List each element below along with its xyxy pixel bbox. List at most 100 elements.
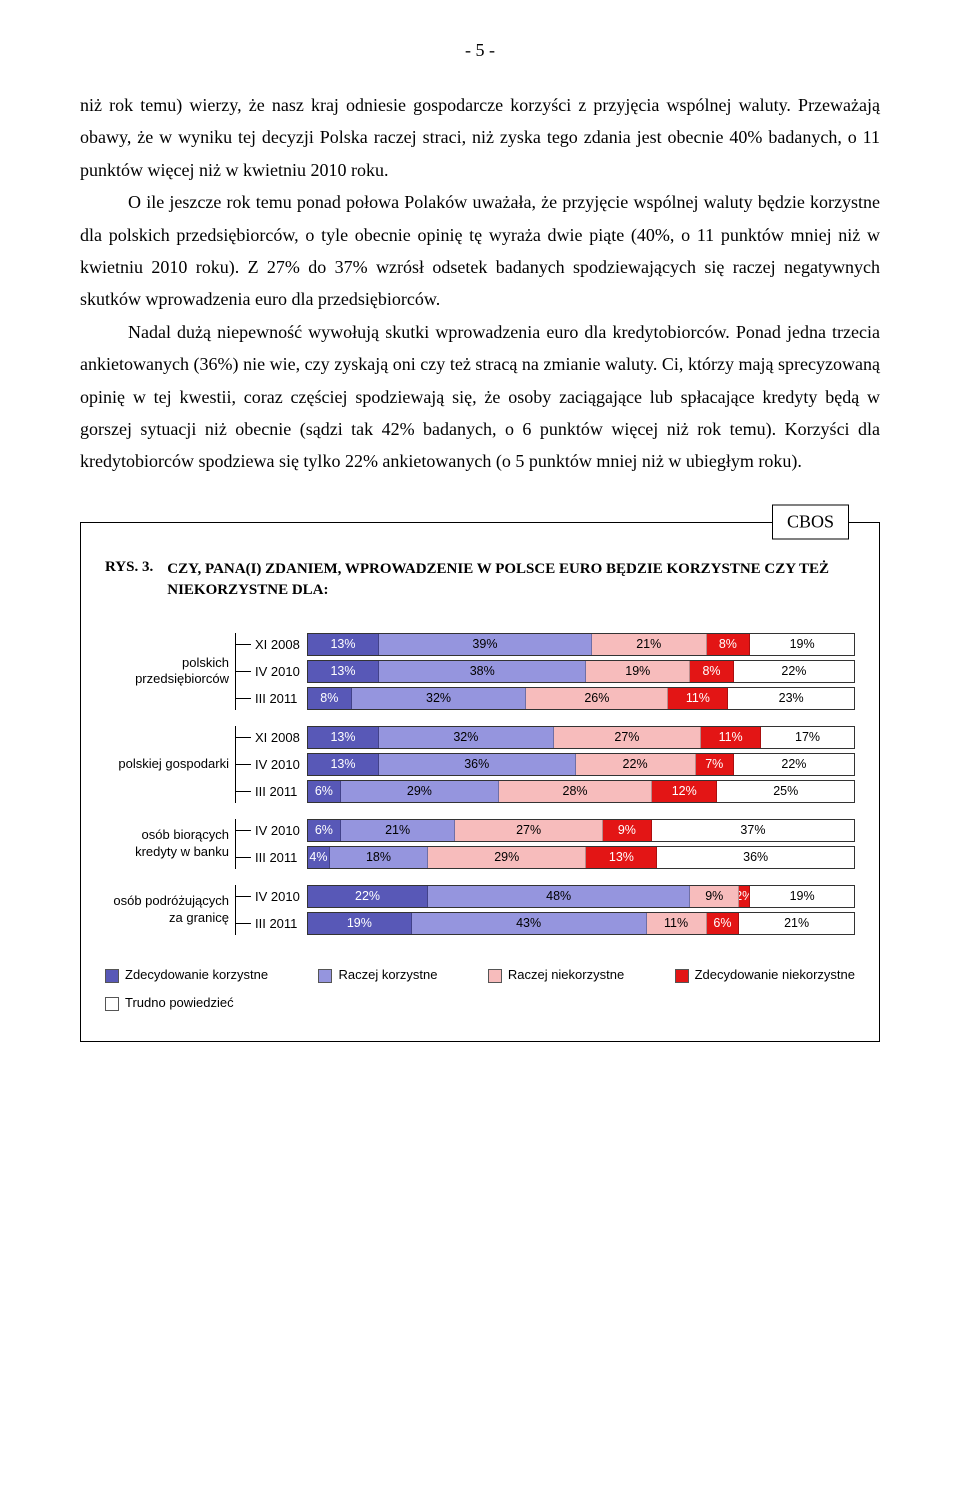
stacked-bar: 13%39%21%8%19% bbox=[307, 633, 855, 656]
bar-segment: 32% bbox=[379, 727, 554, 748]
bar-segment: 27% bbox=[455, 820, 602, 841]
bar-segment: 36% bbox=[379, 754, 576, 775]
row-connector bbox=[235, 753, 251, 776]
chart-group: polskiej gospodarkiXI 200813%32%27%11%17… bbox=[105, 722, 855, 807]
bar-segment: 11% bbox=[668, 688, 728, 709]
legend-label-rk: Raczej korzystne bbox=[338, 967, 437, 983]
chart-container: CBOS RYS. 3. CZY, PANA(I) ZDANIEM, WPROW… bbox=[80, 522, 880, 1043]
bar-segment: 21% bbox=[739, 913, 854, 934]
legend-item-zn: Zdecydowanie niekorzystne bbox=[675, 967, 855, 983]
wave-label: III 2011 bbox=[251, 691, 307, 706]
chart-group-rows: XI 200813%39%21%8%19% IV 201013%38%19%8%2… bbox=[235, 629, 855, 714]
bar-segment: 22% bbox=[734, 754, 854, 775]
bar-segment: 19% bbox=[586, 661, 690, 682]
legend-swatch-tp bbox=[105, 997, 119, 1011]
chart-group: polskich przedsiębiorcówXI 200813%39%21%… bbox=[105, 629, 855, 714]
bar-segment: 23% bbox=[728, 688, 854, 709]
chart-row: IV 201022%48%9%2%19% bbox=[235, 885, 855, 908]
paragraph-3: Nadal dużą niepewność wywołują skutki wp… bbox=[80, 316, 880, 478]
chart-group-label: osób podróżujących za granicę bbox=[105, 881, 235, 939]
legend-swatch-zk bbox=[105, 969, 119, 983]
legend-item-rk: Raczej korzystne bbox=[318, 967, 437, 983]
stacked-bar: 13%32%27%11%17% bbox=[307, 726, 855, 749]
wave-label: III 2011 bbox=[251, 916, 307, 931]
stacked-bar: 13%36%22%7%22% bbox=[307, 753, 855, 776]
row-connector bbox=[235, 660, 251, 683]
legend-item-rn: Raczej niekorzystne bbox=[488, 967, 624, 983]
wave-label: IV 2010 bbox=[251, 664, 307, 679]
wave-label: XI 2008 bbox=[251, 730, 307, 745]
bar-segment: 37% bbox=[652, 820, 854, 841]
bar-segment: 11% bbox=[701, 727, 761, 748]
chart-group-label: polskich przedsiębiorców bbox=[105, 629, 235, 714]
chart-row: XI 200813%32%27%11%17% bbox=[235, 726, 855, 749]
legend-label-zk: Zdecydowanie korzystne bbox=[125, 967, 268, 983]
bar-segment: 43% bbox=[412, 913, 647, 934]
wave-label: IV 2010 bbox=[251, 757, 307, 772]
bar-segment: 36% bbox=[657, 847, 854, 868]
bar-segment: 22% bbox=[576, 754, 696, 775]
stacked-bar: 22%48%9%2%19% bbox=[307, 885, 855, 908]
paragraph-2: O ile jeszcze rok temu ponad połowa Pola… bbox=[80, 186, 880, 316]
bar-segment: 8% bbox=[308, 688, 352, 709]
bar-segment: 7% bbox=[696, 754, 734, 775]
bar-segment: 6% bbox=[308, 820, 341, 841]
bar-segment: 39% bbox=[379, 634, 592, 655]
legend-label-zn: Zdecydowanie niekorzystne bbox=[695, 967, 855, 983]
bar-segment: 2% bbox=[739, 886, 750, 907]
chart-group-rows: IV 20106%21%27%9%37%III 20114%18%29%13%3… bbox=[235, 815, 855, 873]
chart-row: IV 201013%36%22%7%22% bbox=[235, 753, 855, 776]
chart-group-label: polskiej gospodarki bbox=[105, 722, 235, 807]
body-text: niż rok temu) wierzy, że nasz kraj odnie… bbox=[80, 89, 880, 478]
bar-segment: 29% bbox=[428, 847, 586, 868]
row-connector bbox=[235, 846, 251, 869]
legend-label-tp: Trudno powiedzieć bbox=[125, 995, 234, 1011]
bar-segment: 9% bbox=[603, 820, 652, 841]
chart-legend: Zdecydowanie korzystne Raczej korzystne … bbox=[105, 967, 855, 1012]
chart-row: IV 201013%38%19%8%22% bbox=[235, 660, 855, 683]
bar-segment: 13% bbox=[308, 634, 379, 655]
bar-segment: 19% bbox=[308, 913, 412, 934]
legend-item-zk: Zdecydowanie korzystne bbox=[105, 967, 268, 983]
legend-swatch-zn bbox=[675, 969, 689, 983]
row-connector bbox=[235, 726, 251, 749]
legend-swatch-rn bbox=[488, 969, 502, 983]
row-connector bbox=[235, 819, 251, 842]
paragraph-1: niż rok temu) wierzy, że nasz kraj odnie… bbox=[80, 89, 880, 186]
stacked-bar: 19%43%11%6%21% bbox=[307, 912, 855, 935]
legend-swatch-rk bbox=[318, 969, 332, 983]
bar-segment: 28% bbox=[499, 781, 652, 802]
row-connector bbox=[235, 633, 251, 656]
stacked-bar: 13%38%19%8%22% bbox=[307, 660, 855, 683]
chart-group: osób podróżujących za granicęIV 201022%4… bbox=[105, 881, 855, 939]
chart-question: CZY, PANA(I) ZDANIEM, WPROWADZENIE W POL… bbox=[167, 559, 855, 601]
stacked-bar: 6%29%28%12%25% bbox=[307, 780, 855, 803]
row-connector bbox=[235, 885, 251, 908]
chart-group-rows: IV 201022%48%9%2%19%III 201119%43%11%6%2… bbox=[235, 881, 855, 939]
stacked-bar: 8%32%26%11%23% bbox=[307, 687, 855, 710]
bar-segment: 6% bbox=[308, 781, 341, 802]
bar-segment: 13% bbox=[586, 847, 657, 868]
chart-group-label: osób biorących kredyty w banku bbox=[105, 815, 235, 873]
legend-item-tp: Trudno powiedzieć bbox=[105, 995, 234, 1011]
chart-group-rows: XI 200813%32%27%11%17%IV 201013%36%22%7%… bbox=[235, 722, 855, 807]
bar-segment: 22% bbox=[734, 661, 854, 682]
bar-segment: 48% bbox=[428, 886, 690, 907]
bar-segment: 11% bbox=[647, 913, 707, 934]
chart-group: osób biorących kredyty w bankuIV 20106%2… bbox=[105, 815, 855, 873]
bar-segment: 13% bbox=[308, 727, 379, 748]
row-connector bbox=[235, 912, 251, 935]
chart-row: III 20116%29%28%12%25% bbox=[235, 780, 855, 803]
bar-segment: 22% bbox=[308, 886, 428, 907]
chart-row: XI 200813%39%21%8%19% bbox=[235, 633, 855, 656]
bar-segment: 13% bbox=[308, 661, 379, 682]
wave-label: III 2011 bbox=[251, 850, 307, 865]
legend-label-rn: Raczej niekorzystne bbox=[508, 967, 624, 983]
bar-segment: 13% bbox=[308, 754, 379, 775]
bar-segment: 19% bbox=[750, 634, 854, 655]
bar-segment: 25% bbox=[717, 781, 854, 802]
chart-row: III 20118%32%26%11%23% bbox=[235, 687, 855, 710]
chart-rys-label: RYS. 3. bbox=[105, 559, 153, 601]
chart-row: IV 20106%21%27%9%37% bbox=[235, 819, 855, 842]
bar-segment: 21% bbox=[341, 820, 456, 841]
